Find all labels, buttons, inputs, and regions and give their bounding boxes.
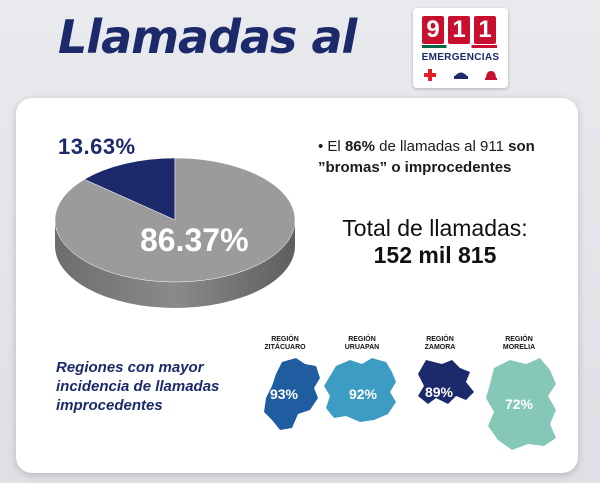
regions-caption-line: improcedentes bbox=[56, 397, 163, 414]
bullet-middle: de llamadas al 911 bbox=[374, 138, 509, 155]
red-cross-icon bbox=[424, 69, 436, 81]
logo-icons bbox=[423, 68, 498, 82]
pie-side bbox=[55, 220, 295, 308]
regions-caption-line: incidencia de llamadas bbox=[56, 378, 220, 395]
911-logo: 9 1 1 EMERGENCIAS bbox=[413, 8, 508, 88]
logo-digit: 1 bbox=[474, 16, 496, 44]
bullet-line2: ”bromas” o improcedentes bbox=[318, 159, 512, 176]
region-percent-zitacuaro: 93% bbox=[269, 386, 299, 402]
logo-stripe bbox=[422, 45, 497, 48]
pie-slice bbox=[83, 157, 176, 221]
region-label-zitacuaro: REGIÓN ZITÁCUARO bbox=[264, 336, 306, 351]
pie-slice bbox=[54, 157, 296, 283]
region-label-zamora: REGIÓN ZAMORA bbox=[424, 336, 456, 351]
region-label-uruapan: REGIÓN URUAPAN bbox=[344, 336, 380, 351]
slice-label-large: 86.37% bbox=[140, 222, 249, 258]
logo-digit: 9 bbox=[422, 16, 444, 44]
bullet-highlight-percent: 86% bbox=[344, 138, 375, 155]
page-title: Llamadas al bbox=[58, 10, 357, 64]
region-percent-zamora: 89% bbox=[424, 384, 454, 400]
logo-digit: 1 bbox=[448, 16, 470, 44]
total-value: 152 mil 815 bbox=[373, 242, 497, 268]
bullet-prefix: • El bbox=[318, 138, 345, 155]
slice-label-small: 13.63% bbox=[58, 134, 136, 159]
total-calls: Total de llamadas: 152 mil 815 bbox=[300, 215, 570, 269]
region-percent-uruapan: 92% bbox=[348, 386, 378, 402]
total-label: Total de llamadas: bbox=[342, 215, 528, 241]
logo-digits: 9 1 1 bbox=[422, 16, 496, 44]
regions-caption: Regiones con mayor incidencia de llamada… bbox=[56, 358, 256, 415]
police-cap-icon bbox=[453, 72, 468, 79]
logo-text: EMERGENCIAS bbox=[421, 52, 500, 63]
region-percent-morelia: 72% bbox=[504, 396, 534, 412]
pie-chart bbox=[54, 157, 296, 308]
bullet-highlight-son: son bbox=[508, 138, 535, 155]
bullet-statement: • El 86% de llamadas al 911 son ”bromas”… bbox=[318, 136, 558, 178]
fire-helmet-icon bbox=[485, 71, 497, 80]
region-label-morelia: REGIÓN MORELIA bbox=[502, 336, 536, 351]
regions-caption-line: Regiones con mayor bbox=[56, 359, 204, 376]
